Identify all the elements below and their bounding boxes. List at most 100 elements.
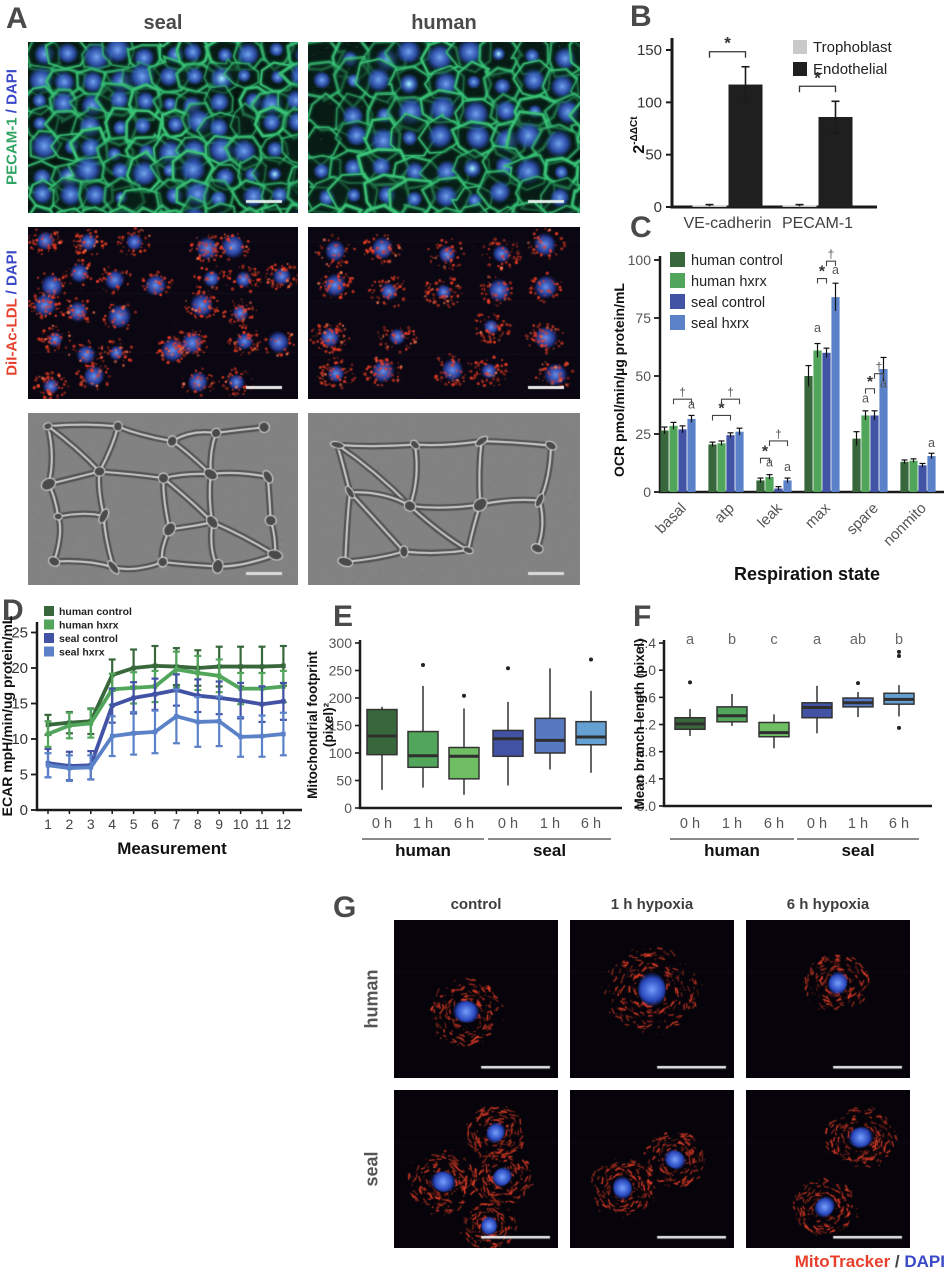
svg-text:ECAR mpH/min/ug protein/mL: ECAR mpH/min/ug protein/mL bbox=[0, 615, 15, 816]
svg-text:a: a bbox=[766, 455, 773, 469]
svg-text:1 h: 1 h bbox=[540, 816, 560, 832]
svg-text:4: 4 bbox=[108, 816, 116, 832]
svg-text:Respiration state: Respiration state bbox=[734, 564, 880, 584]
svg-text:0 h: 0 h bbox=[498, 816, 518, 832]
svg-text:seal hxrx: seal hxrx bbox=[59, 647, 105, 659]
svg-text:Mitochondrial footprint: Mitochondrial footprint bbox=[305, 651, 320, 799]
chart-qpcr-expression: 0 50 100 150 2-ΔΔCt VE-cadherin PECAM-1 Trophob… bbox=[629, 34, 892, 232]
svg-text:seal control: seal control bbox=[59, 633, 118, 645]
svg-text:0 h: 0 h bbox=[807, 816, 827, 832]
column-header-6h-hypoxia: 6 h hypoxia bbox=[786, 896, 870, 913]
svg-text:100: 100 bbox=[637, 94, 662, 111]
svg-text:1: 1 bbox=[44, 816, 52, 832]
svg-text:6 h: 6 h bbox=[581, 816, 601, 832]
svg-text:human: human bbox=[395, 841, 451, 860]
svg-text:leak: leak bbox=[754, 499, 786, 531]
svg-text:50: 50 bbox=[635, 368, 651, 384]
svg-text:11: 11 bbox=[255, 816, 270, 832]
svg-text:9: 9 bbox=[215, 816, 223, 832]
micrograph-pecam-human bbox=[308, 42, 580, 213]
svg-text:*: * bbox=[724, 34, 731, 53]
svg-text:Endothelial: Endothelial bbox=[813, 61, 887, 78]
svg-text:2-ΔΔCt: 2-ΔΔCt bbox=[629, 116, 648, 154]
svg-text:10: 10 bbox=[233, 816, 249, 832]
svg-text:6 h: 6 h bbox=[889, 816, 909, 832]
svg-text:2.4: 2.4 bbox=[637, 635, 657, 651]
svg-text:50: 50 bbox=[336, 773, 352, 789]
svg-text:0.4: 0.4 bbox=[637, 771, 657, 787]
svg-text:25: 25 bbox=[635, 426, 651, 442]
svg-text:15: 15 bbox=[11, 696, 28, 713]
svg-text:a: a bbox=[686, 632, 695, 648]
micrograph-mito-seal-control bbox=[394, 1090, 558, 1248]
chart-mitochondrial-footprint: 0 50 100 150 200 250 300 Mitochondrial footprin… bbox=[305, 635, 622, 860]
svg-text:a: a bbox=[814, 321, 821, 335]
svg-text:Trophoblast: Trophoblast bbox=[813, 39, 892, 56]
svg-text:a: a bbox=[880, 377, 887, 391]
svg-text:nonmito: nonmito bbox=[880, 500, 930, 550]
svg-text:PECAM-1: PECAM-1 bbox=[782, 215, 853, 232]
svg-text:0 h: 0 h bbox=[680, 816, 700, 832]
counter-text: DAPI bbox=[3, 250, 21, 287]
svg-text:0.0: 0.0 bbox=[637, 798, 657, 814]
svg-text:25: 25 bbox=[11, 625, 28, 642]
svg-text:*: * bbox=[718, 400, 725, 417]
svg-text:human control: human control bbox=[691, 253, 783, 269]
panel-f-label: F bbox=[633, 600, 652, 633]
svg-text:100: 100 bbox=[628, 252, 652, 268]
svg-text:a: a bbox=[862, 392, 869, 406]
micrograph-mito-human-control bbox=[394, 920, 558, 1078]
sep-text: / bbox=[3, 286, 21, 299]
svg-text:c: c bbox=[770, 632, 777, 648]
micrograph-ldl-seal bbox=[28, 227, 298, 399]
svg-text:human hxrx: human hxrx bbox=[59, 620, 119, 632]
svg-text:seal: seal bbox=[841, 841, 874, 860]
micrograph-mito-human-6h bbox=[746, 920, 910, 1078]
svg-text:50: 50 bbox=[645, 147, 662, 164]
svg-text:75: 75 bbox=[635, 310, 651, 326]
micrograph-ldl-human bbox=[308, 227, 580, 399]
stain-text: MitoTracker bbox=[794, 1252, 891, 1271]
svg-text:10: 10 bbox=[11, 731, 28, 748]
svg-text:max: max bbox=[802, 499, 834, 531]
svg-text:seal hxrx: seal hxrx bbox=[691, 316, 750, 332]
panel-a-label: A bbox=[6, 2, 28, 35]
svg-text:0: 0 bbox=[344, 800, 352, 816]
svg-text:*: * bbox=[814, 68, 821, 87]
micrograph-mito-human-1h bbox=[570, 920, 734, 1078]
svg-text:250: 250 bbox=[329, 663, 353, 679]
micrograph-pecam-seal bbox=[28, 42, 298, 213]
svg-text:6 h: 6 h bbox=[764, 816, 784, 832]
svg-text:1.6: 1.6 bbox=[637, 689, 657, 705]
row-label-pecam-dapi: PECAM-1 / DAPI bbox=[4, 69, 21, 185]
svg-text:200: 200 bbox=[329, 690, 353, 706]
svg-text:human hxrx: human hxrx bbox=[691, 274, 768, 290]
svg-text:5: 5 bbox=[130, 816, 138, 832]
svg-text:b: b bbox=[728, 632, 736, 648]
svg-text:seal: seal bbox=[533, 841, 566, 860]
svg-text:†: † bbox=[876, 360, 883, 374]
svg-text:0 h: 0 h bbox=[372, 816, 392, 832]
svg-text:6: 6 bbox=[151, 816, 159, 832]
svg-text:0: 0 bbox=[654, 199, 662, 216]
micrograph-tube-seal bbox=[28, 413, 298, 585]
svg-text:5: 5 bbox=[20, 767, 28, 784]
panel-d-label: D bbox=[2, 594, 24, 627]
svg-text:ab: ab bbox=[850, 632, 866, 648]
svg-text:*: * bbox=[867, 374, 874, 391]
footer-label-mitotracker-dapi: MitoTracker / DAPI bbox=[700, 1252, 945, 1272]
svg-text:*: * bbox=[762, 443, 769, 460]
svg-text:1 h: 1 h bbox=[848, 816, 868, 832]
row-label-seal: seal bbox=[361, 1151, 382, 1187]
svg-text:a: a bbox=[688, 397, 695, 411]
svg-text:spare: spare bbox=[843, 500, 882, 539]
svg-text:seal control: seal control bbox=[691, 295, 765, 311]
svg-text:1 h: 1 h bbox=[722, 816, 742, 832]
counter-text: DAPI bbox=[3, 69, 21, 105]
svg-text:2: 2 bbox=[66, 816, 74, 832]
svg-text:VE-cadherin: VE-cadherin bbox=[683, 215, 771, 232]
svg-text:(pixel)²: (pixel)² bbox=[321, 702, 336, 747]
svg-text:1 h: 1 h bbox=[413, 816, 433, 832]
